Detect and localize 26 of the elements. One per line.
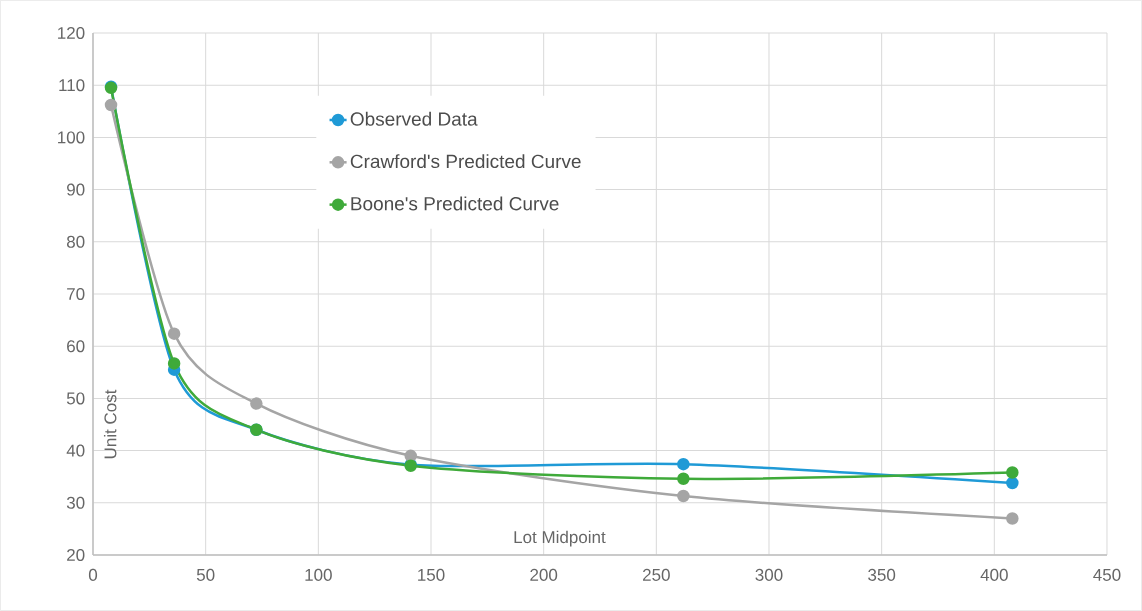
y-tick-label: 40 (66, 444, 85, 457)
x-tick-label: 350 (868, 568, 896, 581)
y-tick-label: 110 (59, 79, 85, 92)
x-tick-label: 0 (88, 568, 98, 581)
x-tick-label: 100 (305, 568, 332, 581)
x-tick-label: 50 (196, 568, 215, 581)
y-tick-label: 90 (67, 183, 85, 196)
y-tick-label: 30 (66, 496, 85, 509)
x-tick-label: 450 (1093, 568, 1121, 581)
legend-label: Boone's Predicted Curve (351, 196, 559, 211)
legend-label: Crawford's Predicted Curve (350, 154, 581, 169)
y-tick-label: 120 (58, 26, 85, 40)
y-tick-label: 70 (67, 287, 85, 301)
y-tick-label: 80 (66, 235, 85, 248)
x-tick-label: 250 (643, 568, 670, 581)
y-tick-label: 60 (67, 340, 85, 353)
y-axis-title: Unit Cost (103, 389, 117, 459)
y-tick-label: 20 (67, 548, 85, 562)
x-tick-label: 150 (418, 568, 445, 581)
y-tick-label: 50 (66, 392, 85, 405)
legend-label: Observed Data (350, 111, 478, 126)
x-tick-label: 200 (530, 568, 558, 581)
y-tick-label: 100 (58, 131, 85, 144)
x-tick-label: 400 (980, 568, 1008, 581)
x-tick-label: 300 (755, 568, 783, 581)
x-axis-title: Lot Midpoint (514, 530, 606, 547)
